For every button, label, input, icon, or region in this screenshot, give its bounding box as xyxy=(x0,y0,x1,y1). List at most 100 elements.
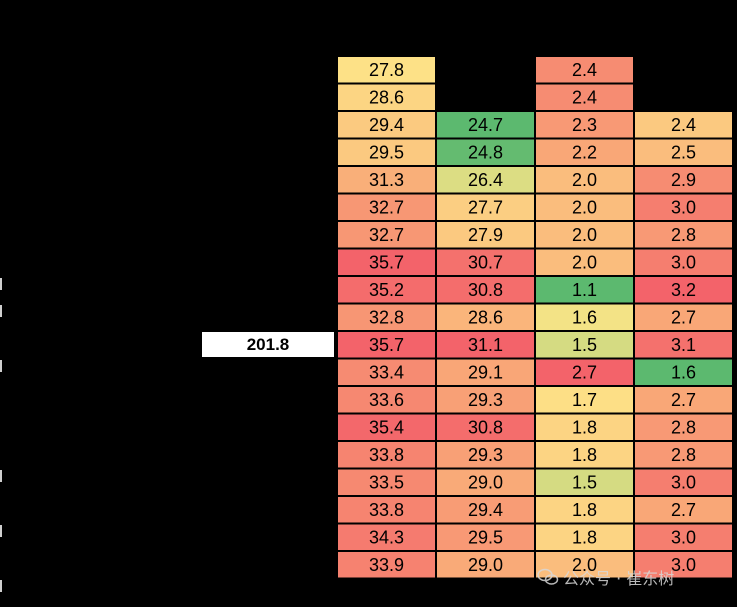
cell-value-label: 33.5 xyxy=(369,472,404,492)
cell-value-label: 2.0 xyxy=(572,555,597,575)
heatmap-cell xyxy=(536,57,633,83)
cell-value-label: 29.3 xyxy=(468,390,503,410)
cell-value-label: 29.4 xyxy=(369,115,404,135)
heatmap-cell xyxy=(338,139,435,165)
heatmap-cell xyxy=(338,387,435,413)
cell-value-label: 31.3 xyxy=(369,170,404,190)
heatmap-cell xyxy=(536,414,633,440)
cell-value-label: 29.3 xyxy=(468,445,503,465)
heatmap-cell xyxy=(338,524,435,550)
heatmap-cell xyxy=(635,359,732,385)
cell-value-label: 28.6 xyxy=(468,307,503,327)
heatmap-cell xyxy=(635,194,732,220)
heatmap-cell xyxy=(536,277,633,303)
cell-value-label: 30.7 xyxy=(468,252,503,272)
cell-value-label: 2.5 xyxy=(671,142,696,162)
cell-value-label: 2.2 xyxy=(572,142,597,162)
heatmap-cell xyxy=(635,249,732,275)
heatmap-cell xyxy=(338,84,435,110)
left-edge-tick xyxy=(0,580,2,592)
cell-value-label: 29.5 xyxy=(369,142,404,162)
heatmap-cell xyxy=(437,552,534,578)
heatmap-cell xyxy=(536,84,633,110)
heatmap-cell xyxy=(338,222,435,248)
cell-value-label: 2.4 xyxy=(572,60,597,80)
cell-value-label: 1.8 xyxy=(572,527,597,547)
cell-value-label: 24.8 xyxy=(468,142,503,162)
heatmap-cell xyxy=(536,112,633,138)
cell-value-label: 2.3 xyxy=(572,115,597,135)
heatmap-cell xyxy=(635,497,732,523)
cell-value-label: 2.0 xyxy=(572,170,597,190)
cell-value-label: 27.9 xyxy=(468,225,503,245)
cell-value-label: 1.5 xyxy=(572,335,597,355)
cell-value-label: 1.8 xyxy=(572,500,597,520)
heatmap-cell xyxy=(437,139,534,165)
heatmap-cell xyxy=(635,524,732,550)
cell-value-label: 2.0 xyxy=(572,225,597,245)
heatmap-cell xyxy=(635,139,732,165)
heatmap-cell xyxy=(536,249,633,275)
heatmap-cell xyxy=(635,332,732,358)
cell-value-label: 26.4 xyxy=(468,170,503,190)
heatmap-cell xyxy=(338,277,435,303)
wechat-icon xyxy=(537,568,559,585)
cell-value-label: 29.0 xyxy=(468,555,503,575)
cell-value-label: 1.6 xyxy=(572,307,597,327)
heatmap-cell xyxy=(437,359,534,385)
cell-value-label: 31.1 xyxy=(468,335,503,355)
heatmap-cell xyxy=(338,249,435,275)
heatmap-cell xyxy=(437,222,534,248)
cell-value-label: 2.0 xyxy=(572,197,597,217)
heatmap-cell xyxy=(437,469,534,495)
heatmap-cell xyxy=(437,332,534,358)
heatmap-cell xyxy=(635,387,732,413)
cell-value-label: 1.1 xyxy=(572,280,597,300)
heatmap-cell xyxy=(635,222,732,248)
cell-value-label: 2.7 xyxy=(671,390,696,410)
heatmap-cell xyxy=(437,112,534,138)
heatmap-cell xyxy=(536,497,633,523)
heatmap-cell xyxy=(536,524,633,550)
heatmap-cell xyxy=(536,387,633,413)
cell-value-label: 2.8 xyxy=(671,417,696,437)
cell-value-label: 3.0 xyxy=(671,197,696,217)
heatmap-cell xyxy=(338,332,435,358)
cell-value-label: 32.7 xyxy=(369,225,404,245)
cell-value-label: 30.8 xyxy=(468,280,503,300)
heatmap-cell xyxy=(338,167,435,193)
heatmap-cell xyxy=(536,332,633,358)
heatmap-cell xyxy=(338,304,435,330)
left-edge-tick xyxy=(0,360,2,372)
heatmap-cell xyxy=(338,57,435,83)
cell-value-label: 1.7 xyxy=(572,390,597,410)
cell-value-label: 33.6 xyxy=(369,390,404,410)
heatmap-cell xyxy=(437,524,534,550)
cell-value-label: 24.7 xyxy=(468,115,503,135)
heatmap-cell xyxy=(536,469,633,495)
heatmap-cell xyxy=(338,194,435,220)
heatmap-cell xyxy=(338,414,435,440)
cell-value-label: 3.2 xyxy=(671,280,696,300)
heatmap-cell xyxy=(536,442,633,468)
cell-value-label: 34.3 xyxy=(369,527,404,547)
heatmap-cell xyxy=(536,139,633,165)
cell-value-label: 32.8 xyxy=(369,307,404,327)
cell-value-label: 1.6 xyxy=(671,362,696,382)
heatmap-cell xyxy=(635,167,732,193)
cell-value-label: 27.8 xyxy=(369,60,404,80)
cell-value-label: 29.5 xyxy=(468,527,503,547)
heatmap-cell xyxy=(635,469,732,495)
cell-value-label: 27.7 xyxy=(468,197,503,217)
left-edge-tick xyxy=(0,525,2,537)
cell-value-label: 32.7 xyxy=(369,197,404,217)
heatmap-cell xyxy=(635,112,732,138)
heatmap-cell xyxy=(635,304,732,330)
cell-value-label: 2.8 xyxy=(671,225,696,245)
heatmap-cell xyxy=(437,497,534,523)
heatmap-cell xyxy=(635,442,732,468)
cell-value-label: 35.2 xyxy=(369,280,404,300)
cell-value-label: 1.8 xyxy=(572,445,597,465)
heatmap-cell xyxy=(338,442,435,468)
left-edge-tick xyxy=(0,305,2,317)
